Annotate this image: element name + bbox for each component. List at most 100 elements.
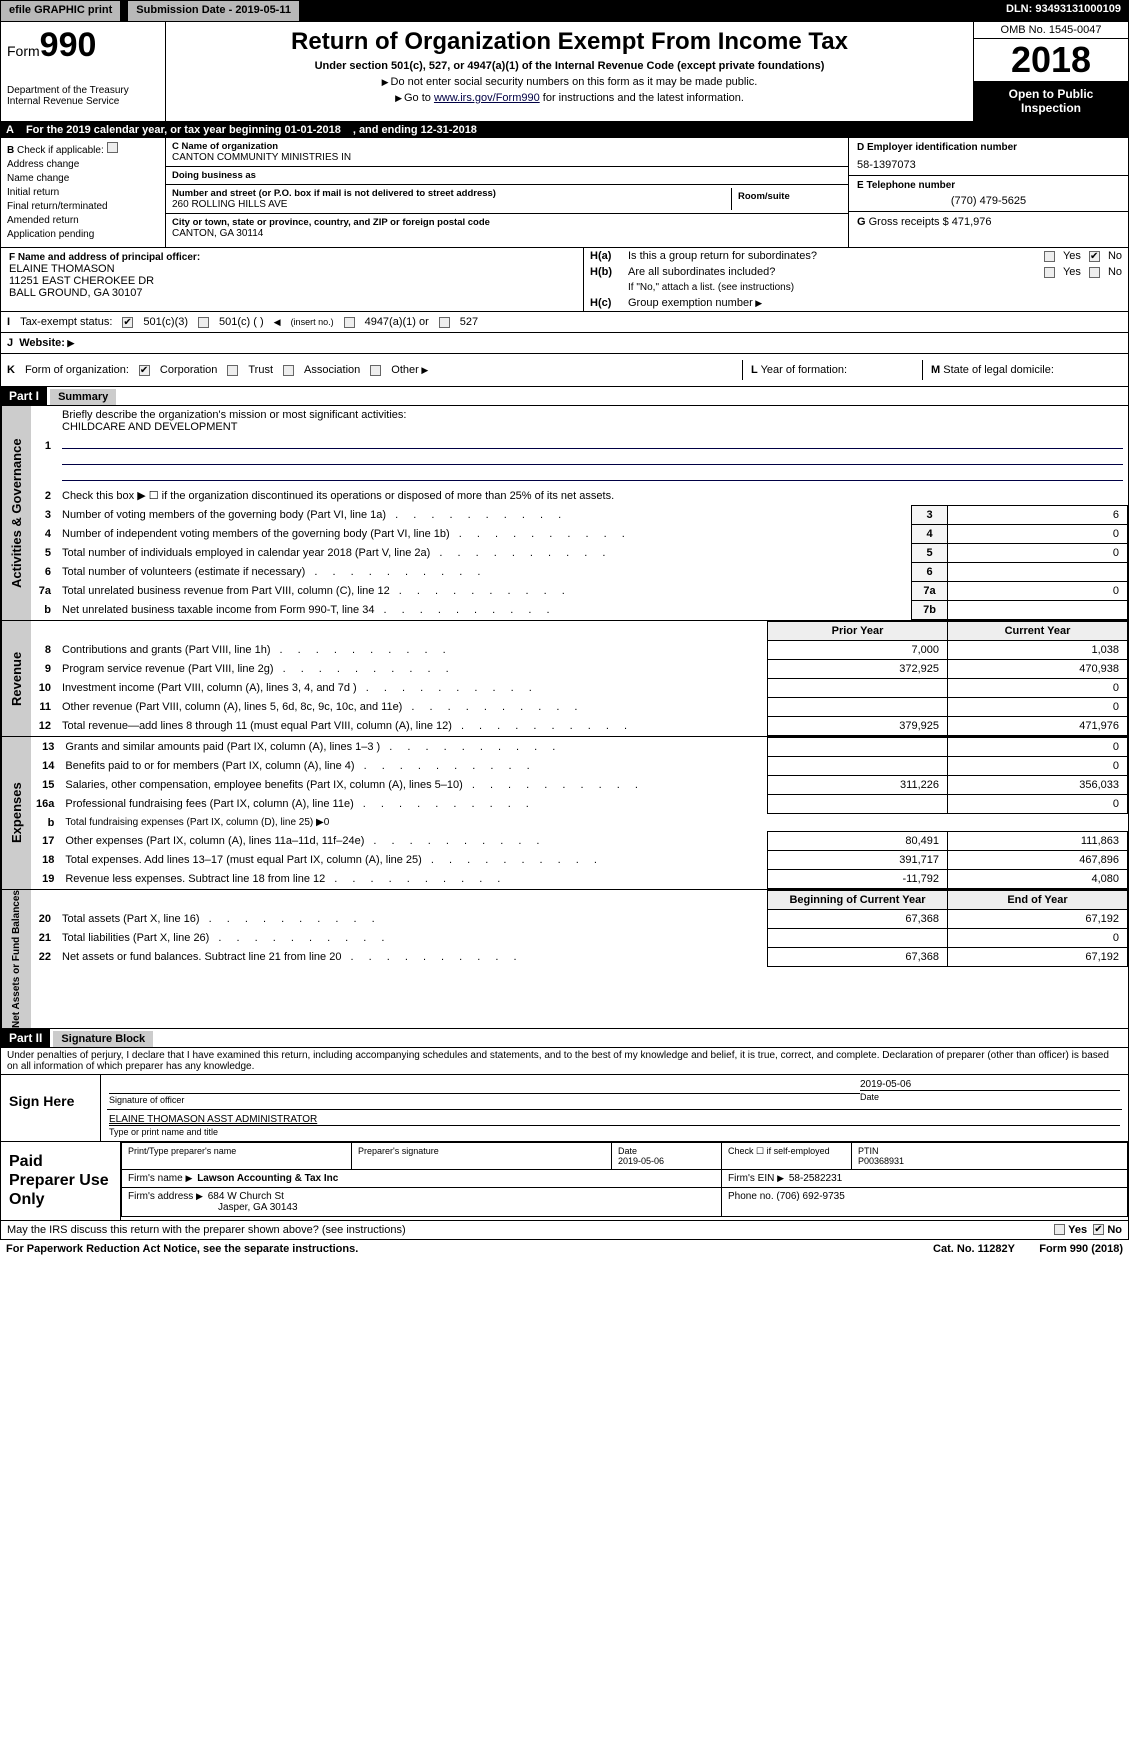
table-row: 10Investment income (Part VIII, column (… (31, 679, 1128, 698)
part2-label: Part II (1, 1029, 50, 1047)
label-city: City or town, state or province, country… (172, 217, 842, 228)
firm-ein: 58-2582231 (789, 1173, 842, 1184)
firm-addr-label: Firm's address (128, 1191, 193, 1202)
label-street: Number and street (or P.O. box if mail i… (172, 188, 731, 199)
hdr-end: End of Year (948, 891, 1128, 910)
hb-yes: Yes (1063, 266, 1081, 278)
table-row: 21Total liabilities (Part X, line 26)0 (31, 929, 1128, 948)
form-note1: Do not enter social security numbers on … (176, 76, 963, 88)
discuss-no-checkbox[interactable] (1093, 1224, 1104, 1235)
col-b: B Check if applicable: Address change Na… (1, 138, 166, 247)
chk-527[interactable] (439, 317, 450, 328)
table-row: 15Salaries, other compensation, employee… (31, 776, 1128, 795)
insert-no: (insert no.) (291, 317, 334, 327)
hb-yes-checkbox[interactable] (1044, 267, 1055, 278)
section-f: F Name and address of principal officer:… (1, 248, 583, 311)
row-i: I Tax-exempt status: 501(c)(3) 501(c) ( … (0, 312, 1129, 333)
sig-name-label: Type or print name and title (109, 1125, 1120, 1137)
hb-no-checkbox[interactable] (1089, 267, 1100, 278)
vtab-activities: Activities & Governance (1, 406, 31, 620)
mission-line (62, 467, 1123, 481)
ha-yes-checkbox[interactable] (1044, 251, 1055, 262)
omb-number: OMB No. 1545-0047 (974, 22, 1128, 39)
ha-no-checkbox[interactable] (1089, 251, 1100, 262)
table-netassets: Beginning of Current Year End of Year 20… (31, 890, 1128, 967)
year-formation: Year of formation: (761, 364, 847, 376)
perjury-text: Under penalties of perjury, I declare th… (1, 1048, 1128, 1074)
section-fh: F Name and address of principal officer:… (0, 248, 1129, 312)
chk-4947[interactable] (344, 317, 355, 328)
discuss-row: May the IRS discuss this return with the… (0, 1221, 1129, 1240)
dept-line2: Internal Revenue Service (7, 96, 159, 107)
org-city: CANTON, GA 30114 (172, 228, 842, 239)
opt-4947: 4947(a)(1) or (365, 316, 429, 328)
label-f: F Name and address of principal officer: (9, 252, 575, 263)
chk-other[interactable] (370, 365, 381, 376)
gross-receipts: Gross receipts $ 471,976 (869, 216, 992, 228)
firm-phone: (706) 692-9735 (776, 1191, 844, 1202)
chk-501c[interactable] (198, 317, 209, 328)
table-expenses: 13Grants and similar amounts paid (Part … (31, 737, 1128, 889)
opt-501c3: 501(c)(3) (143, 316, 188, 328)
chk-corp[interactable] (139, 365, 150, 376)
open-to-public: Open to Public Inspection (974, 81, 1128, 121)
table-row: 12Total revenue—add lines 8 through 11 (… (31, 717, 1128, 736)
ha-text: Is this a group return for subordinates? (628, 250, 817, 262)
hdr-self-emp: Check ☐ if self-employed (722, 1143, 852, 1170)
form-prefix: Form (7, 43, 40, 59)
firm-addr1: 684 W Church St (208, 1191, 284, 1202)
chk-assoc[interactable] (283, 365, 294, 376)
hdr-date: Date (618, 1146, 637, 1156)
table-row: 20Total assets (Part X, line 16)67,36867… (31, 910, 1128, 929)
opt-final-return: Final return/terminated (7, 201, 108, 212)
firm-name-label: Firm's name (128, 1173, 183, 1184)
label-l: L (751, 364, 758, 376)
opt-address-change: Address change (7, 159, 79, 170)
sig-date: 2019-05-06 (860, 1079, 1120, 1090)
table-row: 13Grants and similar amounts paid (Part … (31, 738, 1128, 757)
part1-label: Part I (1, 387, 47, 405)
firm-phone-label: Phone no. (728, 1191, 774, 1202)
vtab-revenue: Revenue (1, 621, 31, 736)
footer: For Paperwork Reduction Act Notice, see … (0, 1240, 1129, 1258)
paid-preparer: Paid Preparer Use Only Print/Type prepar… (0, 1142, 1129, 1221)
table-row: bTotal fundraising expenses (Part IX, co… (31, 814, 1128, 832)
part2-title: Signature Block (53, 1031, 153, 1047)
table-row: 6Total number of volunteers (estimate if… (31, 563, 1128, 582)
sig-name: ELAINE THOMASON ASST ADMINISTRATOR (109, 1114, 1120, 1125)
firm-name: Lawson Accounting & Tax Inc (197, 1173, 338, 1184)
table-row: 18Total expenses. Add lines 13–17 (must … (31, 851, 1128, 870)
chk-501c3[interactable] (122, 317, 133, 328)
tax-year: 2018 (974, 39, 1128, 81)
part1: Part I Summary Activities & Governance 1… (0, 387, 1129, 1029)
table-row: 14Benefits paid to or for members (Part … (31, 757, 1128, 776)
label-j: J (7, 337, 13, 349)
check-if-label: Check if applicable: (17, 145, 104, 156)
opt-501c: 501(c) ( ) (219, 316, 264, 328)
submission-date: Submission Date - 2019-05-11 (127, 0, 300, 22)
form-note2: Go to www.irs.gov/Form990 for instructio… (176, 92, 963, 104)
table-row: 5Total number of individuals employed in… (31, 544, 1128, 563)
opt-amended: Amended return (7, 215, 79, 226)
label-e: E Telephone number (857, 180, 1120, 191)
hc-text: Group exemption number (628, 297, 762, 309)
section-h: H(a) Is this a group return for subordin… (583, 248, 1128, 311)
sig-officer-label: Signature of officer (109, 1093, 860, 1105)
irs-link[interactable]: www.irs.gov/Form990 (434, 92, 540, 104)
label-hb: H(b) (590, 266, 628, 278)
hdr-begin: Beginning of Current Year (768, 891, 948, 910)
ha-no: No (1108, 250, 1122, 262)
line2-desc: Check this box ▶ ☐ if the organization d… (57, 486, 1128, 505)
efile-label: efile GRAPHIC print (0, 0, 121, 22)
label-g: G (857, 216, 866, 228)
table-row: 19Revenue less expenses. Subtract line 1… (31, 870, 1128, 889)
col-c: C Name of organization CANTON COMMUNITY … (166, 138, 848, 247)
discuss-no: No (1107, 1224, 1122, 1236)
discuss-yes-checkbox[interactable] (1054, 1224, 1065, 1235)
opt-name-change: Name change (7, 173, 69, 184)
officer-addr2: BALL GROUND, GA 30107 (9, 287, 575, 299)
table-row: 16aProfessional fundraising fees (Part I… (31, 795, 1128, 814)
chk-trust[interactable] (227, 365, 238, 376)
form-subtitle: Under section 501(c), 527, or 4947(a)(1)… (176, 60, 963, 72)
checkbox-applicable[interactable] (107, 142, 118, 153)
